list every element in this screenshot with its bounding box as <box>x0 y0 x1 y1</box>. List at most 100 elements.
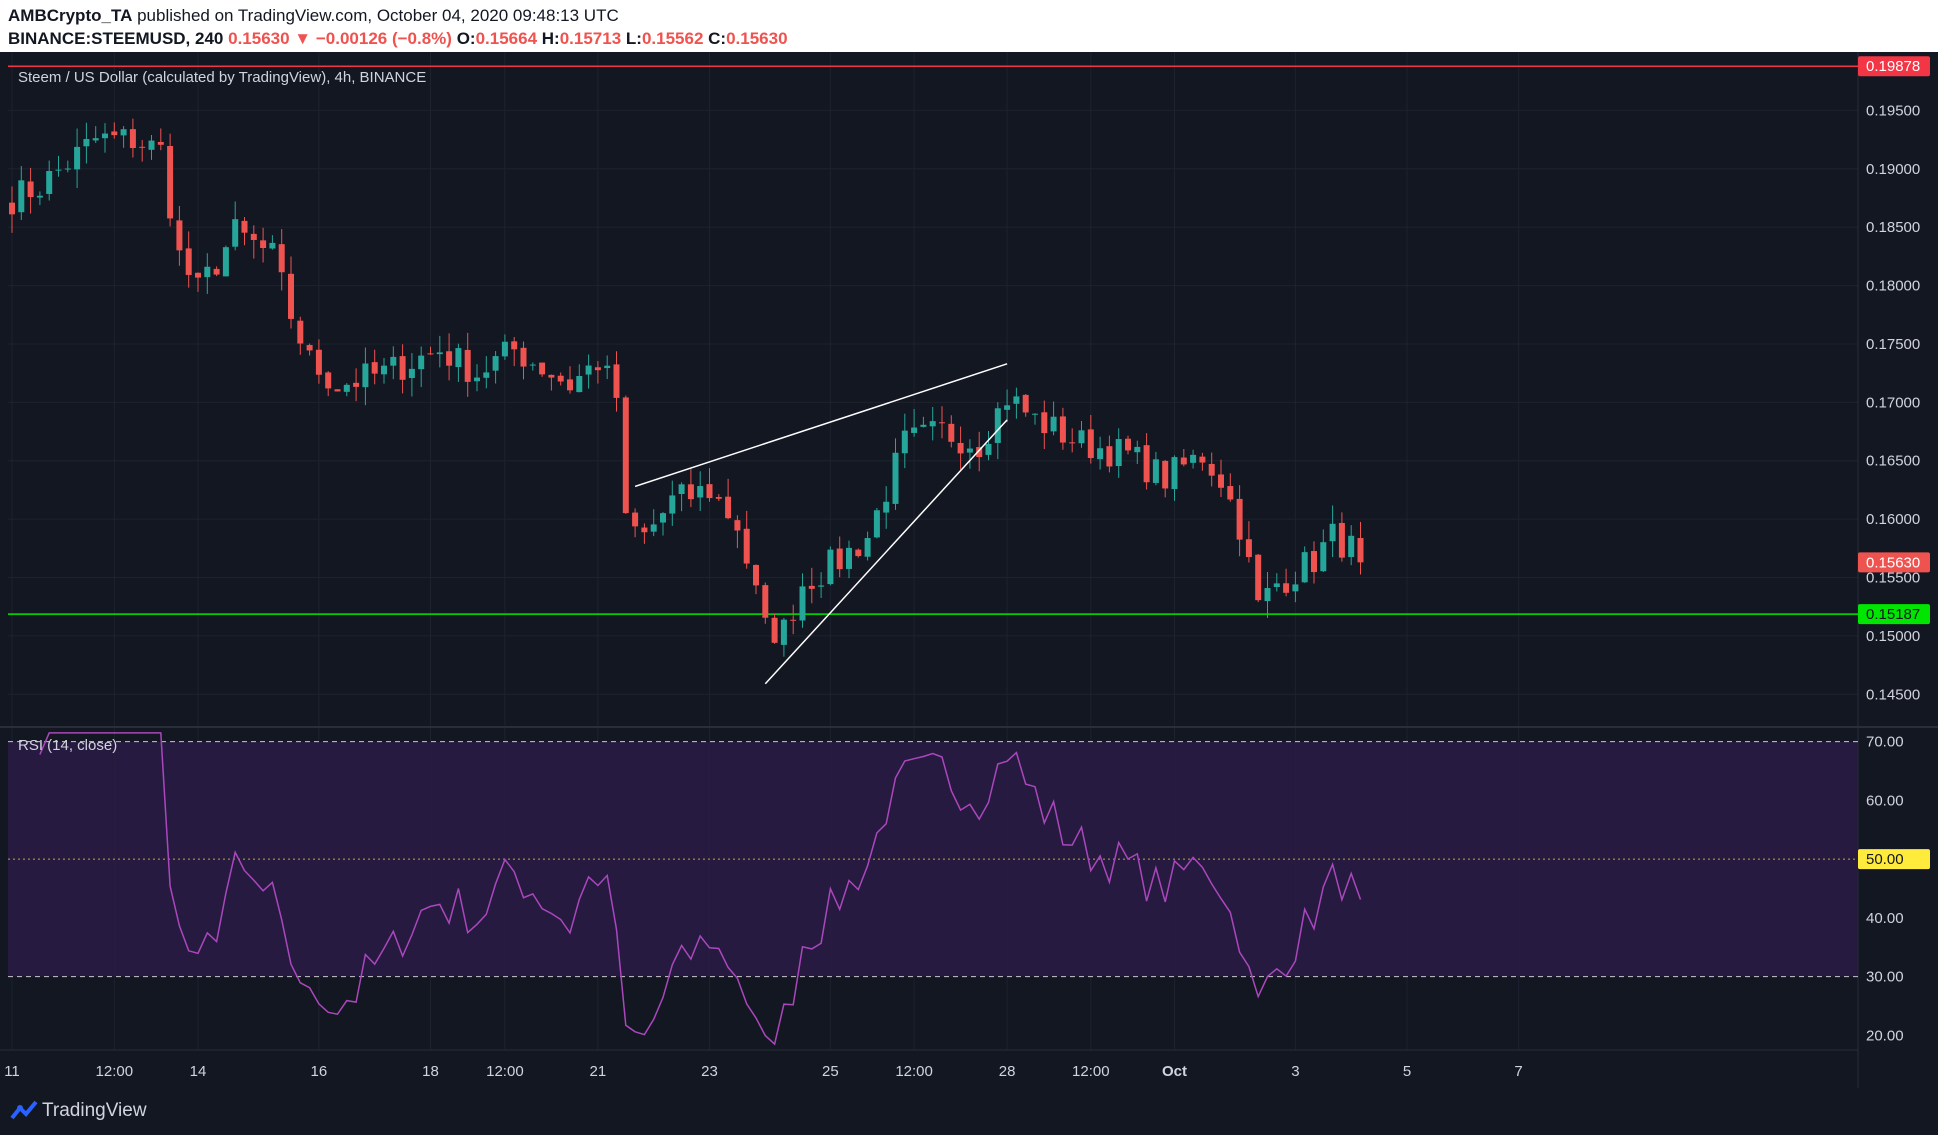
support-badge-label: 0.15187 <box>1866 606 1920 623</box>
candle-body <box>1097 448 1104 460</box>
candle-body <box>1190 454 1197 463</box>
price-tick-label: 0.19500 <box>1866 102 1920 119</box>
last-price-badge-label: 0.15630 <box>1866 554 1920 571</box>
time-tick-label: 12:00 <box>1072 1063 1110 1080</box>
candle-body <box>883 501 890 513</box>
support-badge <box>1858 604 1930 625</box>
candle-body <box>260 240 267 248</box>
candle-body <box>381 365 387 375</box>
open-value: 0.15664 <box>475 29 538 48</box>
candle-body <box>1236 498 1243 540</box>
candle-body <box>1357 538 1364 563</box>
candle-body <box>855 549 862 557</box>
candle-body <box>278 244 285 273</box>
candle-body <box>325 372 332 389</box>
candle-body <box>901 430 908 454</box>
candle-body <box>1180 457 1187 465</box>
resistance-badge <box>1858 56 1930 77</box>
candle-body <box>1152 459 1159 483</box>
candle-body <box>1208 463 1215 476</box>
time-tick-label: 12:00 <box>895 1063 933 1080</box>
candle-body <box>622 397 629 514</box>
candle-body <box>557 375 564 382</box>
candle-body <box>929 421 936 427</box>
chart-area[interactable]: 0.19500 0.19000 0.18500 0.18000 0.17500 0.170… <box>0 52 1938 1088</box>
publication-header: AMBCrypto_TA published on TradingView.co… <box>0 0 1938 52</box>
rsi-line <box>39 732 1362 1046</box>
candle-body <box>297 320 304 344</box>
candle-body <box>371 362 378 374</box>
candle-body <box>1022 394 1029 413</box>
time-tick-label: 3 <box>1291 1063 1299 1080</box>
trendlines[interactable] <box>634 363 1008 685</box>
candle-body <box>1143 445 1150 483</box>
candle-body <box>864 538 871 557</box>
price-tick-label: 0.17500 <box>1866 336 1920 353</box>
candle-body <box>18 180 25 213</box>
candle-body <box>957 442 964 454</box>
candle-body <box>1218 474 1224 488</box>
candle-body <box>799 586 806 621</box>
last-price-badge <box>1858 552 1930 573</box>
candle-body <box>474 377 480 382</box>
candle-body <box>715 497 722 499</box>
time-tick-label: 14 <box>190 1063 207 1080</box>
price-tick-label: 0.16000 <box>1866 511 1920 528</box>
candle-body <box>1125 438 1131 451</box>
candle-body <box>1348 535 1355 558</box>
time-tick-label: 11 <box>4 1063 20 1080</box>
candle-body <box>185 248 192 275</box>
candle-body <box>548 374 555 378</box>
candle-body <box>604 365 611 369</box>
candle-body <box>167 146 174 219</box>
time-tick-label: 5 <box>1403 1063 1411 1080</box>
candle-body <box>669 495 676 514</box>
upper-wedge-line[interactable] <box>634 363 1008 488</box>
candle-body <box>1134 446 1141 453</box>
tradingview-logo-icon[interactable] <box>10 1098 38 1124</box>
candle-body <box>315 349 322 375</box>
candle-body <box>46 171 53 194</box>
publisher-name[interactable]: AMBCrypto_TA <box>8 6 133 25</box>
time-tick-label: 12:00 <box>96 1063 134 1080</box>
close-label: C: <box>708 29 727 48</box>
candle-body <box>195 272 201 278</box>
candle-body <box>204 266 211 278</box>
candle-body <box>1162 460 1169 489</box>
candle-body <box>343 384 350 392</box>
candle-body <box>567 379 573 391</box>
candle-body <box>399 356 406 380</box>
candle-body <box>1078 430 1085 444</box>
time-tick-label: 28 <box>999 1063 1016 1080</box>
candle-body <box>706 484 713 499</box>
axes[interactable]: 0.19500 0.19000 0.18500 0.18000 0.17500 0.170… <box>4 56 1930 1080</box>
candle-body <box>1050 416 1057 432</box>
candle-body <box>892 452 899 504</box>
candle-body <box>241 220 248 233</box>
lower-wedge-line[interactable] <box>764 419 1008 685</box>
candle-body <box>873 510 880 538</box>
tradingview-brand[interactable]: TradingView <box>42 1100 147 1121</box>
time-tick-label: Oct <box>1162 1063 1187 1080</box>
candle-body <box>120 129 127 136</box>
candle-body <box>427 353 434 355</box>
candle-body <box>771 617 778 643</box>
candle-body <box>780 619 787 645</box>
candle-body <box>213 268 220 275</box>
open-label: O: <box>456 29 476 48</box>
time-tick-label: 12:00 <box>486 1063 524 1080</box>
candle-body <box>111 131 118 136</box>
candle-body <box>92 138 99 141</box>
low-label: L: <box>625 29 642 48</box>
candle-body <box>1264 588 1271 602</box>
candle-body <box>148 140 155 150</box>
last-price-value: 0.15630 <box>228 29 290 48</box>
candle-body <box>353 382 360 387</box>
price-tick-label: 0.17000 <box>1866 394 1920 411</box>
price-tick-label: 0.14500 <box>1866 686 1920 703</box>
candle-body <box>1338 522 1345 558</box>
candle-body <box>594 367 601 371</box>
candle-body <box>911 427 918 433</box>
candle-body <box>994 408 1001 443</box>
candle-body <box>55 169 62 171</box>
